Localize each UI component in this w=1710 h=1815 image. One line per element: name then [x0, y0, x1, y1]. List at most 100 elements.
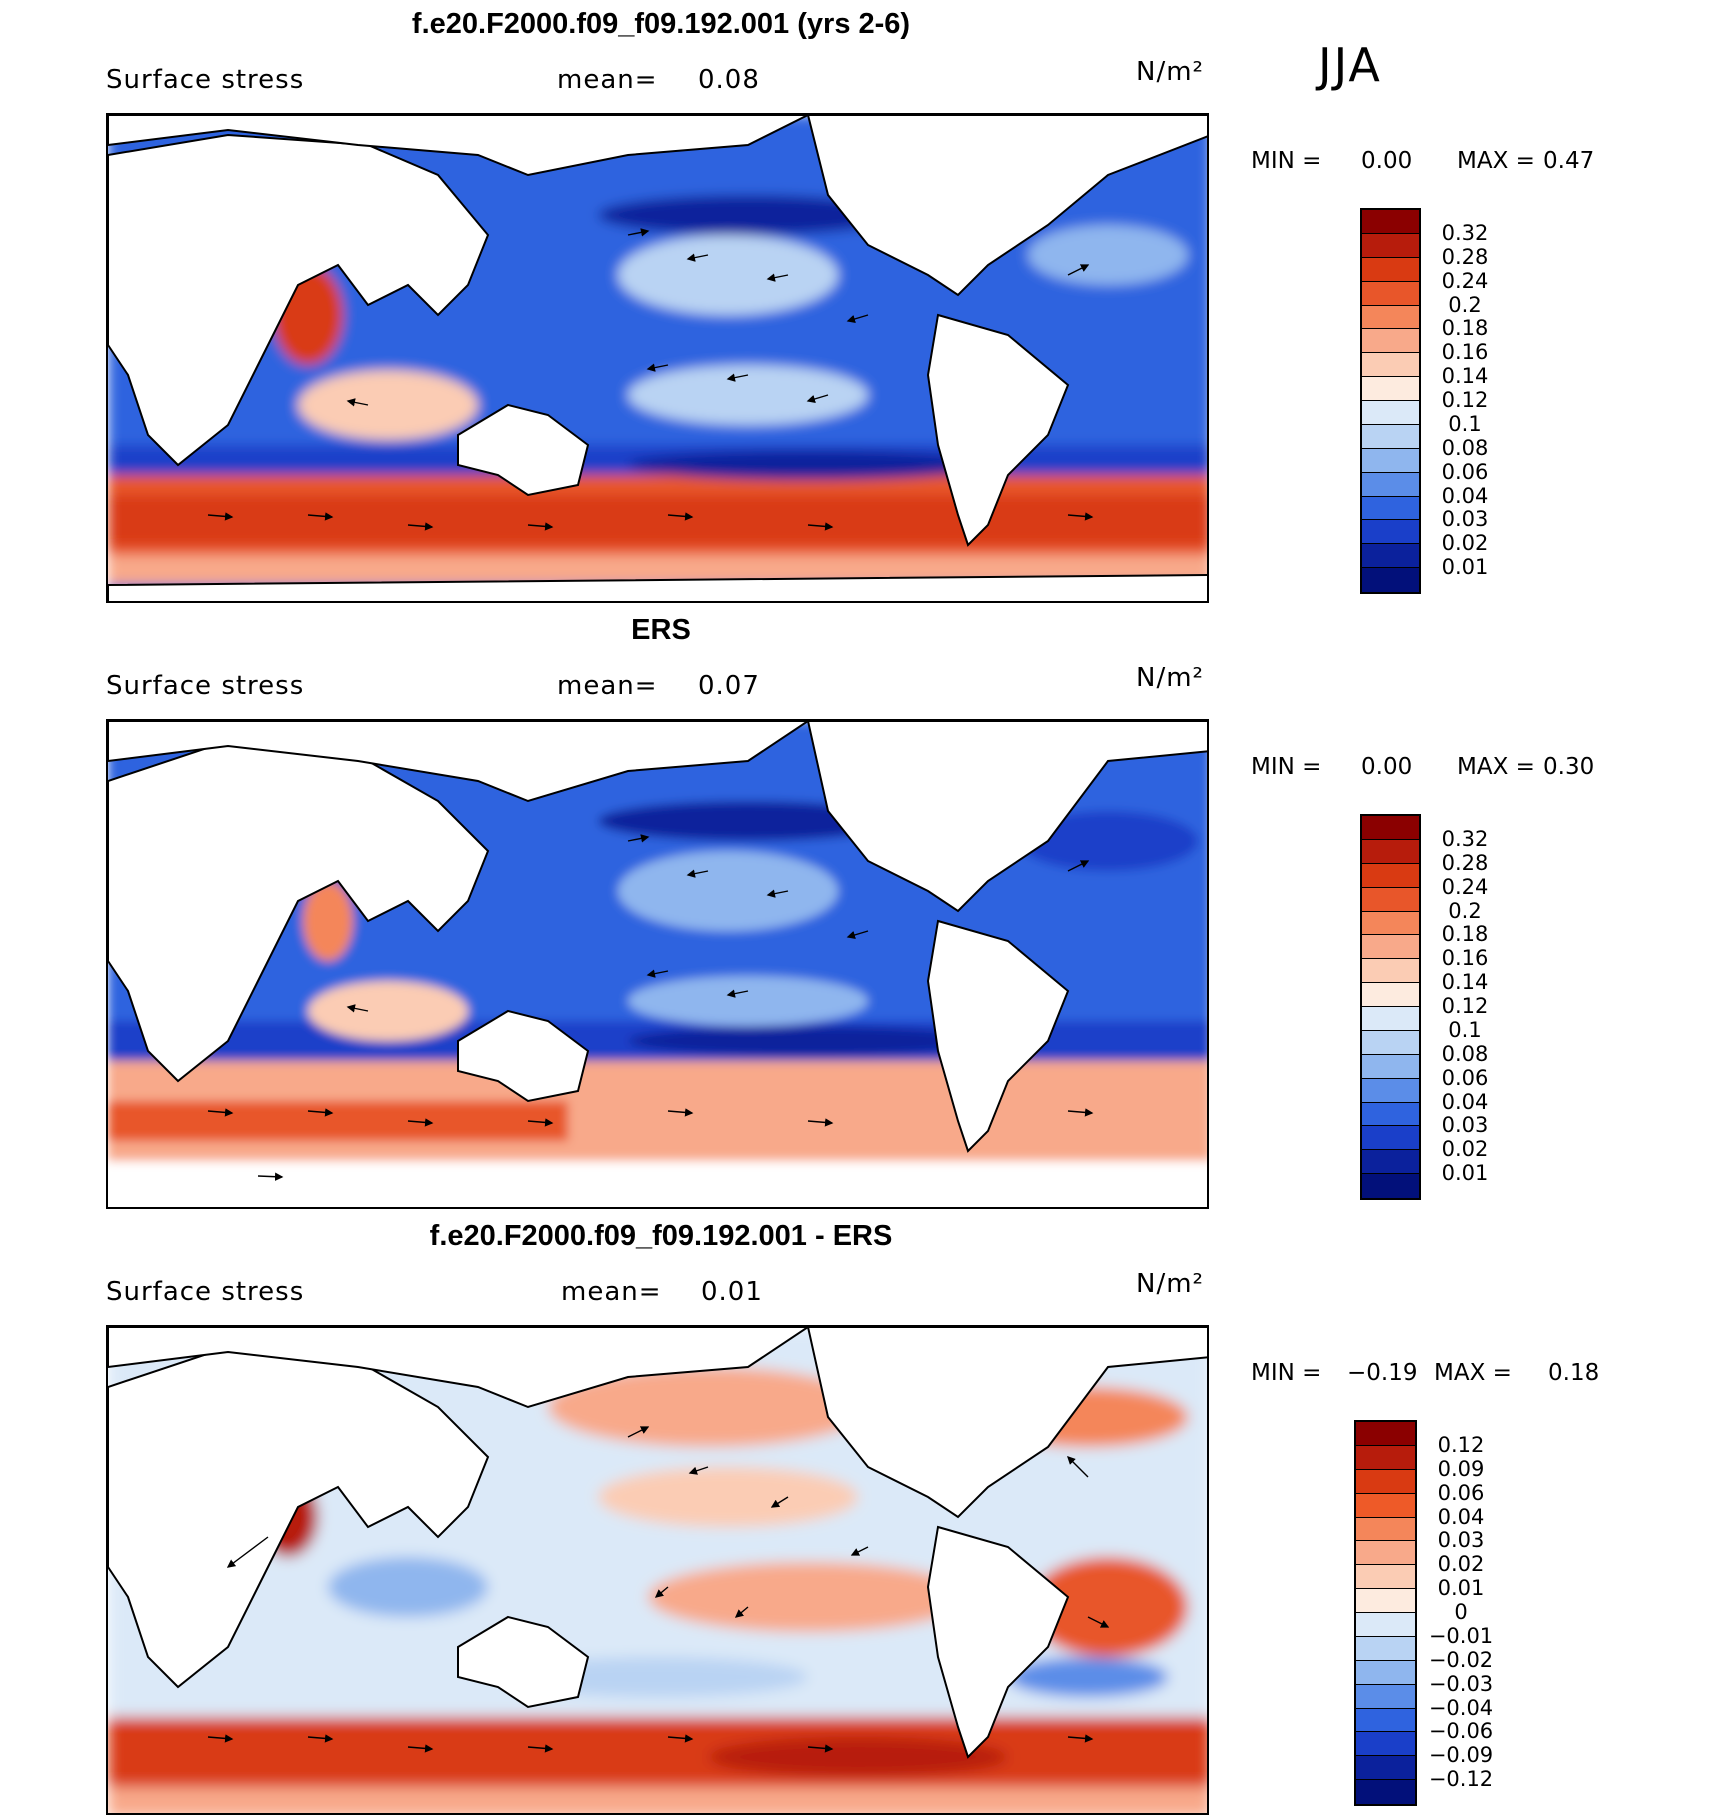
colorbar-swatch	[1362, 210, 1419, 234]
colorbar-swatch	[1362, 257, 1419, 282]
panel-3-min-label: MIN =	[1251, 1360, 1322, 1386]
colorbar-level-label: 0.04	[1437, 1504, 1485, 1529]
colorbar-swatch	[1362, 281, 1419, 306]
colorbar-swatch	[1362, 377, 1419, 401]
panel-3-map	[106, 1325, 1209, 1815]
colorbar-swatch	[1362, 448, 1419, 473]
panel-2-min-label: MIN =	[1251, 754, 1322, 780]
colorbar-swatch	[1362, 496, 1419, 521]
colorbar-swatch	[1356, 1469, 1415, 1494]
panel-2-title: ERS	[631, 614, 691, 646]
panel-2-variable: Surface stress	[106, 671, 305, 701]
colorbar-swatch	[1362, 472, 1419, 497]
colorbar-swatch	[1362, 568, 1419, 592]
colorbar-level-label: 0.2	[1448, 898, 1482, 923]
panel-3-mean-label: mean=	[561, 1277, 662, 1307]
panel-2-mean-label: mean=	[557, 671, 658, 701]
panel-2-mean-value: 0.07	[698, 671, 760, 701]
colorbar-swatch	[1356, 1756, 1415, 1781]
colorbar-swatch	[1362, 329, 1419, 354]
colorbar-level-label: 0.28	[1441, 244, 1489, 269]
colorbar-level-label: −0.01	[1428, 1623, 1494, 1648]
colorbar-swatch	[1362, 424, 1419, 449]
colorbar-level-label: −0.12	[1428, 1767, 1494, 1792]
colorbar-swatch	[1362, 863, 1419, 888]
panel-3-max-label: MAX =	[1434, 1360, 1512, 1386]
colorbar-level-label: 0.12	[1441, 994, 1489, 1018]
colorbar-level-label: −0.09	[1428, 1743, 1494, 1768]
panel-1-units: N/m²	[1136, 57, 1204, 87]
colorbar-swatch	[1356, 1660, 1415, 1685]
colorbar-swatch	[1362, 353, 1419, 378]
colorbar-level-label: 0.14	[1441, 970, 1489, 995]
colorbar-swatch	[1362, 1150, 1419, 1175]
colorbar-swatch	[1356, 1422, 1415, 1446]
colorbar-level-label: −0.03	[1428, 1671, 1494, 1696]
colorbar-level-label: 0.02	[1441, 1137, 1489, 1162]
colorbar-level-label: 0.01	[1441, 555, 1489, 580]
panel-1-mean-value: 0.08	[698, 65, 760, 95]
colorbar-swatch	[1356, 1780, 1415, 1804]
season-label: JJA	[1318, 38, 1382, 92]
panel-1-max-value: 0.47	[1543, 148, 1595, 174]
colorbar-swatch	[1356, 1493, 1415, 1518]
panel-3-mean-value: 0.01	[701, 1277, 763, 1307]
colorbar-level-label: −0.02	[1428, 1647, 1494, 1672]
colorbar-swatch	[1362, 1007, 1419, 1031]
colorbar-swatch	[1362, 911, 1419, 936]
colorbar-swatch	[1356, 1636, 1415, 1661]
colorbar-swatch	[1362, 305, 1419, 330]
panel-3-min-value: −0.19	[1347, 1360, 1418, 1386]
panel-2-colorbar	[1360, 814, 1421, 1200]
colorbar-swatch	[1356, 1541, 1415, 1566]
panel-2-max-label: MAX =	[1457, 754, 1535, 780]
colorbar-level-label: 0.18	[1441, 922, 1489, 947]
colorbar-level-label: 0.1	[1448, 1017, 1482, 1042]
panel-1-min-label: MIN =	[1251, 148, 1322, 174]
colorbar-level-label: 0.04	[1441, 1089, 1489, 1114]
colorbar-swatch	[1362, 401, 1419, 425]
colorbar-swatch	[1362, 1030, 1419, 1055]
colorbar-swatch	[1362, 1174, 1419, 1198]
colorbar-level-label: 0.08	[1441, 1041, 1489, 1066]
colorbar-level-label: 0.14	[1441, 364, 1489, 389]
colorbar-level-label: 0.2	[1448, 292, 1482, 317]
colorbar-level-label: 0.04	[1441, 483, 1489, 508]
colorbar-swatch	[1362, 1102, 1419, 1127]
colorbar-level-label: 0.16	[1441, 340, 1489, 365]
panel-3-colorbar	[1354, 1420, 1417, 1806]
colorbar-swatch	[1356, 1517, 1415, 1542]
colorbar-swatch	[1362, 1078, 1419, 1103]
panel-2-map	[106, 719, 1209, 1209]
colorbar-swatch	[1362, 544, 1419, 569]
panel-1-colorbar	[1360, 208, 1421, 594]
colorbar-level-label: 0.06	[1437, 1480, 1485, 1505]
panel-1-min-value: 0.00	[1361, 148, 1413, 174]
colorbar-level-label: −0.06	[1428, 1719, 1494, 1744]
colorbar-swatch	[1362, 1054, 1419, 1079]
panel-1-variable: Surface stress	[106, 65, 305, 95]
panel-2-min-value: 0.00	[1361, 754, 1413, 780]
colorbar-level-label: −0.04	[1428, 1695, 1494, 1720]
colorbar-level-label: 0.03	[1437, 1528, 1485, 1553]
colorbar-swatch	[1356, 1732, 1415, 1757]
colorbar-swatch	[1362, 839, 1419, 864]
colorbar-swatch	[1362, 1126, 1419, 1151]
colorbar-level-label: 0.32	[1441, 220, 1489, 245]
colorbar-level-label: 0.16	[1441, 946, 1489, 971]
colorbar-level-label: 0.06	[1441, 459, 1489, 484]
colorbar-level-label: 0.24	[1441, 268, 1489, 293]
colorbar-swatch	[1356, 1613, 1415, 1637]
panel-1-map	[106, 113, 1209, 603]
colorbar-level-label: 0.12	[1437, 1432, 1485, 1457]
colorbar-swatch	[1362, 935, 1419, 960]
colorbar-level-label: 0.12	[1441, 388, 1489, 412]
colorbar-level-label: 0.28	[1441, 850, 1489, 875]
panel-1-title: f.e20.F2000.f09_f09.192.001 (yrs 2-6)	[411, 8, 911, 40]
colorbar-level-label: 0.01	[1437, 1576, 1485, 1601]
colorbar-swatch	[1362, 983, 1419, 1007]
colorbar-swatch	[1362, 887, 1419, 912]
colorbar-swatch	[1362, 520, 1419, 545]
colorbar-level-label: 0	[1454, 1600, 1468, 1624]
panel-2-units: N/m²	[1136, 663, 1204, 693]
